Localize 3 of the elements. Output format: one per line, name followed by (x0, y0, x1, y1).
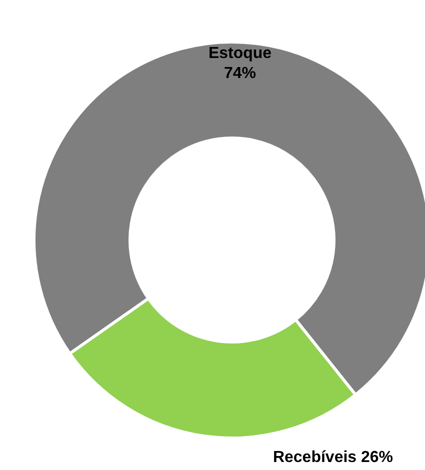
data-label: 74% (224, 65, 256, 82)
slice-label: Estoque (208, 45, 272, 62)
slice-label: Recebíveis 26% (272, 449, 394, 466)
